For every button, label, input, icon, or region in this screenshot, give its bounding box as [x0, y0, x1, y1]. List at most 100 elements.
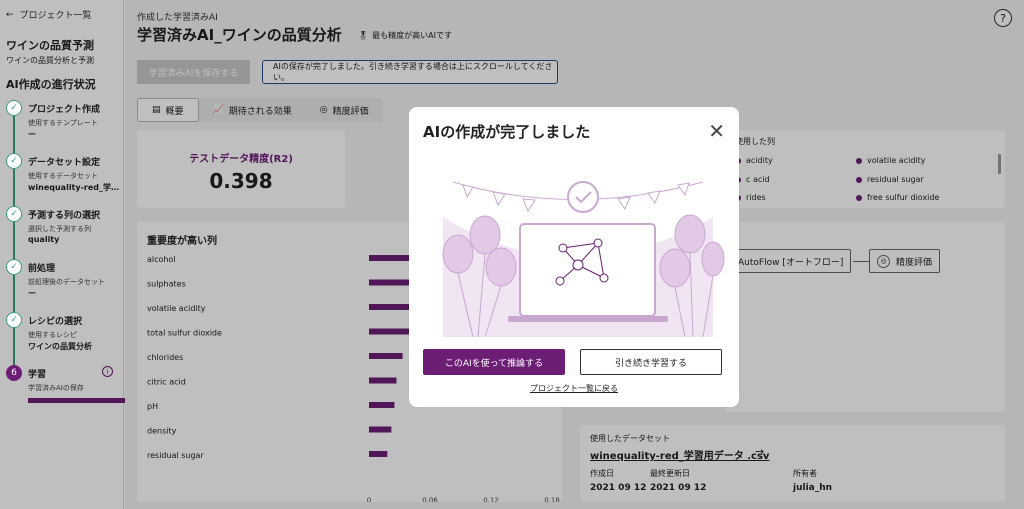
infer-button[interactable]: このAIを使って推論する [423, 349, 565, 375]
save-ai-button[interactable]: 学習済みAIを保存する [137, 60, 250, 84]
step-title: 学習 [28, 370, 47, 380]
x-tick-label: 0 [367, 497, 371, 503]
check-icon: ✓ [6, 312, 22, 328]
arrow-left-icon: ← [6, 9, 14, 20]
x-tick-label: 0.12 [483, 497, 499, 503]
metric-value: 0.398 [209, 169, 273, 193]
category-label: chlorides [147, 353, 183, 362]
column-label: residual sugar [867, 175, 924, 184]
info-icon[interactable]: i [102, 366, 113, 377]
gauge-icon: ◎ [877, 254, 890, 268]
step-title: データセット設定 [28, 158, 101, 168]
close-icon[interactable]: ✕ [708, 119, 725, 143]
step-number: 6 [6, 365, 22, 381]
metric-card: テストデータ精度(R2) 0.398 [137, 130, 345, 208]
flow-connector [853, 261, 869, 262]
updated-label: 最終更新日 [650, 469, 690, 478]
eval-label: 精度評価 [896, 257, 933, 268]
created-label: 作成日 [590, 469, 614, 478]
tab-label: 期待される効果 [228, 106, 292, 117]
category-label: residual sugar [147, 451, 204, 460]
project-title: ワインの品質予測 [6, 39, 94, 52]
category-label: density [147, 427, 177, 436]
eval-node[interactable]: ◎ 精度評価 [869, 249, 941, 273]
autoflow-node[interactable]: AutoFlow [オートフロー] [730, 249, 852, 273]
best-tag-label: 最も精度が高いAIです [372, 31, 452, 40]
check-icon: ✓ [6, 206, 22, 222]
award-icon: 🎖 [358, 31, 369, 40]
step-title: 予測する列の選択 [28, 211, 101, 221]
celebration-illustration [442, 181, 725, 337]
check-icon: ✓ [6, 259, 22, 275]
metric-label: テストデータ精度(R2) [189, 154, 293, 165]
back-label: プロジェクト一覧 [19, 11, 92, 21]
gauge-icon: ◎ [319, 105, 328, 115]
best-ai-tag: 🎖 最も精度が高いAIです [358, 30, 452, 41]
tab-effect[interactable]: 📈 期待される効果 [199, 98, 306, 122]
active-step-bar [28, 398, 144, 403]
used-columns-card: 使用した列 acidity volatile acidity c acid re… [725, 130, 1005, 208]
scrollbar[interactable] [998, 154, 1001, 174]
sidebar: ← プロジェクト一覧 ワインの品質予測 ワインの品質分析と予測 AI作成の進行状… [0, 0, 144, 509]
bar [369, 426, 392, 433]
step-sub: 選択した予測する列 [28, 225, 91, 233]
arrow-right-icon[interactable]: → [755, 445, 765, 458]
owner-label: 所有者 [793, 469, 817, 478]
step-project-create[interactable]: ✓ プロジェクト作成 使用するテンプレート ー [6, 100, 123, 153]
step-target-column[interactable]: ✓ 予測する列の選択 選択した予測する列 quality [6, 206, 123, 259]
save-notice: AIの保存が完了しました。引き続き学習する場合は上にスクロールしてください。 [262, 60, 558, 84]
continue-training-button[interactable]: 引き続き学習する [580, 349, 722, 375]
step-training[interactable]: 6 学習 学習済みAIの保存 i [6, 365, 144, 418]
check-icon: ✓ [6, 153, 22, 169]
back-link[interactable]: ← プロジェクト一覧 [6, 8, 123, 22]
tab-label: 概要 [165, 106, 184, 117]
column-label: acidity [746, 156, 773, 165]
x-tick-label: 0.18 [544, 497, 560, 503]
bar [369, 377, 397, 384]
breadcrumb[interactable]: 作成した学習済みAI [137, 13, 218, 23]
step-preprocess[interactable]: ✓ 前処理 前処理後のデータセット ー [6, 259, 123, 312]
chart-title: 重要度が高い列 [147, 236, 217, 247]
column-item: residual sugar [856, 175, 924, 184]
bar [369, 328, 444, 335]
tab-label: 精度評価 [332, 106, 369, 117]
tab-bar: ▤ 概要 📈 期待される効果 ◎ 精度評価 [137, 98, 383, 122]
updated-date: 2021 09 12 [650, 483, 707, 493]
trend-icon: 📈 [212, 105, 224, 115]
step-sub: 使用するデータセット [28, 172, 98, 180]
modal-title: AIの作成が完了しました [423, 123, 591, 141]
owner-value: julia_hn [793, 483, 833, 493]
step-sub: 前処理後のデータセット [28, 278, 105, 286]
step-title: レシピの選択 [28, 317, 83, 327]
document-icon: ▤ [152, 105, 161, 115]
column-label: volatile acidity [867, 156, 926, 165]
category-label: total sulfur dioxide [147, 329, 222, 338]
category-label: alcohol [147, 255, 176, 264]
bar [369, 451, 388, 457]
category-label: sulphates [147, 280, 186, 289]
page-title: 学習済みAI_ワインの品質分析 [137, 26, 342, 44]
step-sub: 使用するテンプレート [28, 119, 98, 127]
created-date: 2021 09 12 [590, 483, 647, 493]
column-label: free sulfur dioxide [867, 193, 940, 202]
column-label: c acid [746, 175, 770, 184]
tab-accuracy[interactable]: ◎ 精度評価 [306, 98, 383, 122]
flow-card: AutoFlow [オートフロー] ◎ 精度評価 [725, 222, 1005, 412]
help-icon[interactable]: ? [994, 9, 1012, 27]
progress-title: AI作成の進行状況 [6, 78, 96, 91]
x-tick-label: 0.06 [422, 497, 438, 503]
back-to-projects-link[interactable]: プロジェクト一覧に戻る [530, 384, 618, 393]
dataset-label: 使用したデータセット [590, 434, 670, 443]
category-label: citric acid [147, 378, 186, 387]
column-label: rides [746, 193, 766, 202]
step-recipe[interactable]: ✓ レシピの選択 使用するレシピ ワインの品質分析 [6, 312, 123, 365]
dataset-card: 使用したデータセット winequality-red_学習用データ .csv →… [580, 425, 1005, 502]
used-columns-title: 使用した列 [735, 137, 775, 146]
project-subtitle: ワインの品質分析と予測 [6, 56, 94, 65]
step-dataset[interactable]: ✓ データセット設定 使用するデータセット winequality-red_学.… [6, 153, 123, 206]
tab-overview[interactable]: ▤ 概要 [137, 98, 199, 122]
dataset-link[interactable]: winequality-red_学習用データ .csv [590, 451, 770, 462]
step-sub: 学習済みAIの保存 [28, 384, 84, 392]
completion-modal: AIの作成が完了しました ✕ [409, 107, 739, 407]
step-title: 前処理 [28, 264, 56, 274]
